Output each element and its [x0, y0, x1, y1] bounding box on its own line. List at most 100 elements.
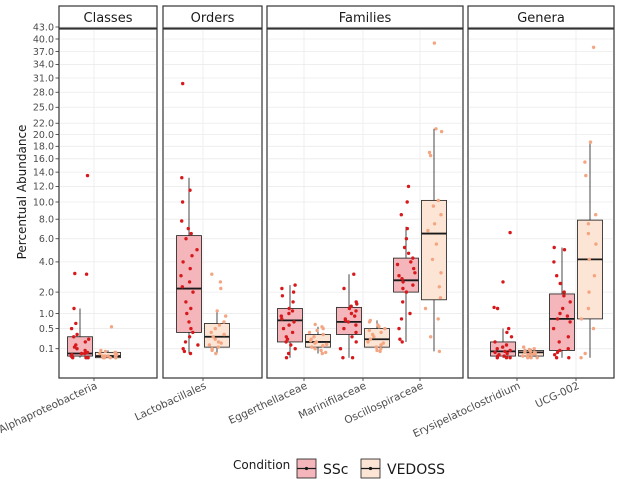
facet-panels: Classes Orders Families Genera: [58, 5, 615, 379]
x-tick-label: UCG-002: [534, 380, 582, 411]
data-point: [180, 200, 185, 204]
data-point: [307, 330, 312, 335]
y-axis: 0.1 0.5 1.0 2.0 4.0 6.0 8.0 10.0 12.0 14.0 16.018.…: [33, 22, 59, 355]
facet-strip: [467, 5, 615, 29]
data-point: [409, 260, 413, 264]
data-point: [429, 335, 433, 339]
data-point: [401, 300, 405, 304]
box-marinifilaceae-ssc: [336, 272, 362, 360]
facet-panel: [58, 28, 158, 379]
data-point: [438, 296, 443, 300]
data-point: [218, 280, 223, 284]
y-tick-label: 25.0: [33, 103, 54, 114]
legend-items: SSc VEDOSS: [296, 458, 445, 479]
data-point: [181, 260, 185, 264]
data-point: [558, 281, 562, 286]
data-point: [368, 318, 372, 323]
data-point: [579, 317, 584, 321]
data-point: [509, 335, 514, 339]
data-point: [321, 332, 325, 337]
data-point: [319, 348, 323, 353]
box-oscillospiraceae-ssc: [393, 184, 419, 344]
data-point: [505, 330, 509, 335]
data-point: [338, 347, 343, 351]
data-point: [287, 323, 291, 327]
data-point: [180, 219, 184, 223]
data-point: [553, 353, 557, 357]
data-point: [594, 213, 598, 217]
box-eggerthellaceae-ssc: [277, 283, 303, 360]
data-point: [291, 300, 295, 304]
data-point: [321, 344, 325, 348]
data-point: [217, 323, 222, 327]
y-tick-label: 0.5: [39, 324, 54, 335]
data-point: [379, 330, 383, 335]
data-point: [432, 41, 437, 45]
legend-label: SSc: [323, 462, 348, 478]
data-point: [284, 335, 288, 339]
data-point: [583, 160, 587, 164]
data-point: [184, 237, 188, 241]
data-point: [555, 274, 559, 278]
y-tick-label: 16.0: [33, 154, 54, 165]
data-point: [411, 256, 415, 260]
data-point: [191, 330, 195, 335]
data-point: [404, 290, 409, 294]
data-point: [106, 354, 110, 358]
box-iqr: [176, 235, 202, 333]
data-point: [85, 350, 90, 355]
data-point: [349, 311, 354, 316]
data-point: [292, 320, 296, 324]
box-iqr: [204, 323, 230, 348]
data-point: [293, 283, 297, 287]
data-point: [562, 294, 566, 298]
data-point: [207, 343, 212, 347]
y-tick-label: 1.0: [39, 309, 54, 320]
data-point: [181, 81, 185, 86]
data-point: [507, 326, 511, 331]
data-point: [367, 328, 371, 333]
data-point: [313, 347, 317, 351]
data-point: [583, 351, 587, 356]
box-marinifilaceae-vedoss: [364, 318, 390, 354]
y-tick-label: 20.0: [33, 130, 54, 141]
facet-strip-label: Orders: [191, 11, 235, 26]
data-point: [181, 347, 185, 351]
data-point: [349, 304, 353, 308]
facet-strip: [266, 5, 464, 29]
data-point: [437, 285, 441, 289]
data-point: [350, 335, 354, 339]
data-point: [423, 306, 428, 311]
data-point: [354, 330, 358, 335]
data-point: [503, 349, 507, 354]
legend: Condition SSc VEDOSS: [233, 458, 445, 479]
data-point: [406, 184, 411, 189]
data-point: [98, 351, 102, 356]
data-point: [183, 340, 188, 344]
data-point: [408, 311, 412, 316]
facet-genera: Genera: [467, 5, 615, 379]
data-point: [579, 356, 583, 360]
data-point: [558, 348, 562, 353]
data-point: [430, 257, 435, 262]
x-tick-label: Eggerthellaceae: [227, 380, 309, 427]
facet-strip: [58, 5, 158, 29]
data-point: [495, 347, 499, 351]
data-point: [79, 351, 84, 356]
data-point: [587, 290, 591, 294]
data-point: [508, 348, 512, 353]
box-alphaproteobacteria-vedoss: [95, 325, 121, 360]
data-point: [375, 348, 379, 353]
x-tick-label: Alphaproteobacteria: [0, 380, 99, 436]
y-tick-label: 2.0: [39, 287, 54, 298]
data-point: [74, 343, 78, 347]
data-point: [196, 343, 200, 347]
data-point: [324, 342, 329, 347]
data-point: [186, 226, 190, 231]
facet-strip-label: Families: [339, 11, 392, 26]
x-axis: Alphaproteobacteria Lactobacillales Eggert…: [0, 378, 581, 440]
data-point: [493, 340, 497, 344]
data-point: [312, 335, 316, 339]
data-point: [527, 347, 532, 352]
data-point: [405, 226, 409, 231]
